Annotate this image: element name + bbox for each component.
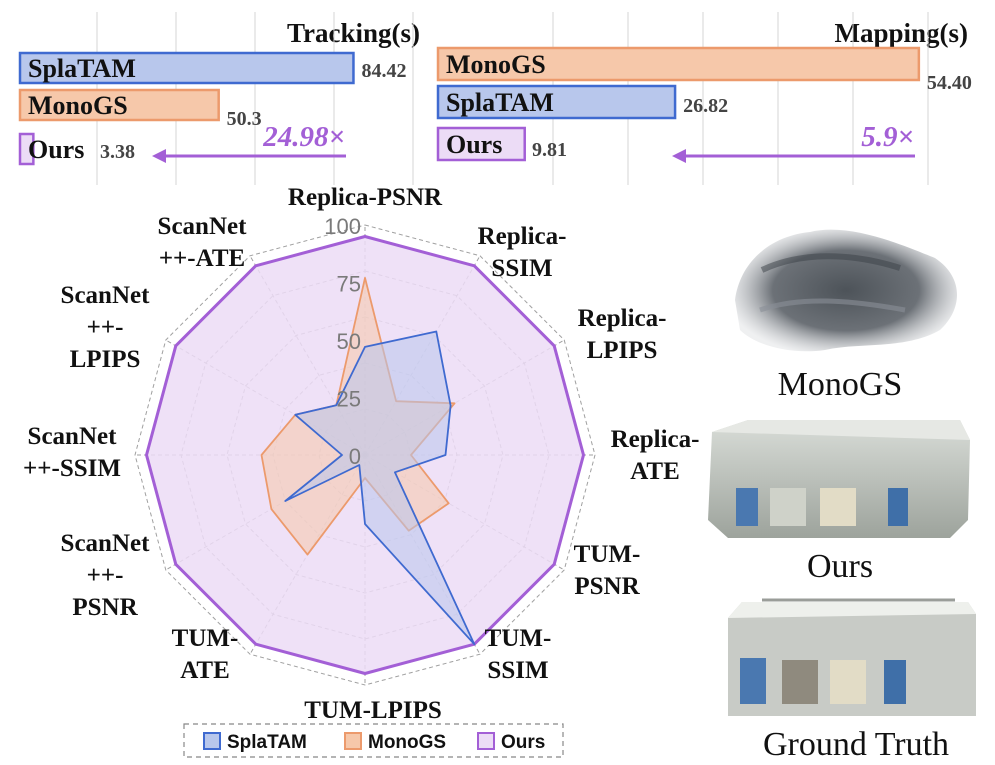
tracking-value-label-splatam: 84.42 [361, 60, 406, 82]
mapping-category-label-splatam: SplaTAM [446, 88, 554, 117]
tracking-bar-monogs [18, 88, 220, 122]
radar-series [145, 235, 585, 675]
radar-axis-label: ScanNet [61, 530, 151, 557]
radar-axis-label: ++-ATE [159, 245, 245, 272]
tracking-category-label-ours: Ours [28, 135, 84, 164]
reconstruction-ours-label: Ours [806, 548, 874, 585]
reconstruction-ground-truth-image [728, 598, 976, 716]
mapping-bars: MonoGS 54.40 SplaTAM 26.82 Ours 9.81 [436, 46, 972, 162]
legend-swatch-monogs [344, 732, 362, 750]
mapping-chart-title: Mapping(s) [834, 18, 968, 48]
radar-axis-labels: Replica-PSNRReplica-SSIMReplica-LPIPSRep… [23, 184, 699, 724]
radar-axis-label: TUM- [574, 541, 641, 568]
radar-axis-label: ++- [87, 562, 124, 589]
tracking-speedup-arrow [152, 149, 346, 163]
radar-axis-label: SSIM [491, 255, 552, 282]
tracking-bar-ours [18, 132, 35, 166]
radar-tick-label: 100 [324, 214, 361, 239]
reconstruction-monogs-label: MonoGS [777, 366, 903, 403]
tracking-category-label-splatam: SplaTAM [28, 54, 136, 83]
mapping-speedup-label: 5.9× [861, 121, 914, 153]
tracking-bars: SplaTAM 84.42 MonoGS 50.3 Ours 3.38 [18, 51, 406, 166]
legend-label-splatam: SplaTAM [227, 732, 307, 753]
mapping-category-label-monogs: MonoGS [446, 50, 546, 79]
radar-axis-label: TUM-LPIPS [304, 697, 442, 724]
radar-legend: SplaTAM MonoGS Ours [183, 723, 564, 758]
radar-axis-label: PSNR [574, 573, 640, 600]
radar-axis-label: TUM- [172, 625, 239, 652]
radar-axis-label: Replica-PSNR [288, 184, 443, 211]
mapping-category-label-ours: Ours [446, 130, 502, 159]
mapping-speedup-arrow [672, 149, 915, 163]
mapping-value-label-ours: 9.81 [532, 139, 567, 161]
tracking-category-label-monogs: MonoGS [28, 91, 128, 120]
tracking-bar-chart: Tracking(s) SplaTAM 84.42 MonoGS 50.3 Ours 3.… [18, 12, 420, 185]
mapping-value-label-monogs: 54.40 [927, 72, 972, 94]
radar-axis-label: ScanNet [61, 282, 151, 309]
tracking-speedup-label: 24.98× [262, 121, 345, 153]
tracking-value-label-ours: 3.38 [100, 141, 135, 163]
legend-swatch-splatam [203, 732, 221, 750]
legend-frame [183, 723, 564, 758]
radar-grid-ring [134, 224, 596, 686]
radar-axis-label: LPIPS [587, 337, 658, 364]
mapping-bar-chart: Mapping(s) MonoGS 54.40 SplaTAM 26.82 Ours 9.… [436, 12, 972, 185]
radar-axis-label: LPIPS [70, 346, 141, 373]
radar-axis-label: ScanNet [158, 213, 248, 240]
radar-series-splatam [284, 330, 476, 646]
radar-axis-label: ATE [630, 458, 680, 485]
tracking-bar-splatam [18, 51, 355, 85]
radar-tick-label: 0 [349, 444, 361, 469]
radar-axis-label: Replica- [478, 223, 567, 250]
mapping-bar-splatam [436, 84, 677, 120]
radar-tick-label: 50 [337, 329, 361, 354]
radar-axis-label: ++- [87, 314, 124, 341]
radar-axis-label: PSNR [72, 594, 138, 621]
radar-tick-labels: 0 25 50 75 100 [324, 214, 361, 469]
tracking-value-label-monogs: 50.3 [227, 108, 262, 130]
reconstruction-monogs-image [735, 229, 958, 352]
radar-tick-label: 25 [337, 387, 361, 412]
reconstruction-ground-truth-label: Ground Truth [762, 726, 950, 763]
radar-axis-label: Replica- [611, 426, 700, 453]
mapping-bar-monogs [436, 46, 921, 82]
radar-axis-label: SSIM [487, 657, 548, 684]
radar-tick-label: 75 [337, 272, 361, 297]
legend-label-ours: Ours [501, 732, 545, 753]
mapping-bar-ours [436, 126, 526, 162]
legend-swatch-ours [477, 732, 495, 750]
tracking-chart-title: Tracking(s) [287, 18, 420, 48]
radar-axis-label: ++-SSIM [23, 455, 121, 482]
mapping-value-label-splatam: 26.82 [683, 95, 728, 117]
radar-axis-label: TUM- [485, 625, 552, 652]
radar-axis-label: ScanNet [28, 423, 118, 450]
radar-axis-label: Replica- [578, 305, 667, 332]
reconstruction-ours-image [708, 420, 970, 538]
radar-axis-label: ATE [180, 657, 230, 684]
legend-label-monogs: MonoGS [368, 732, 446, 753]
